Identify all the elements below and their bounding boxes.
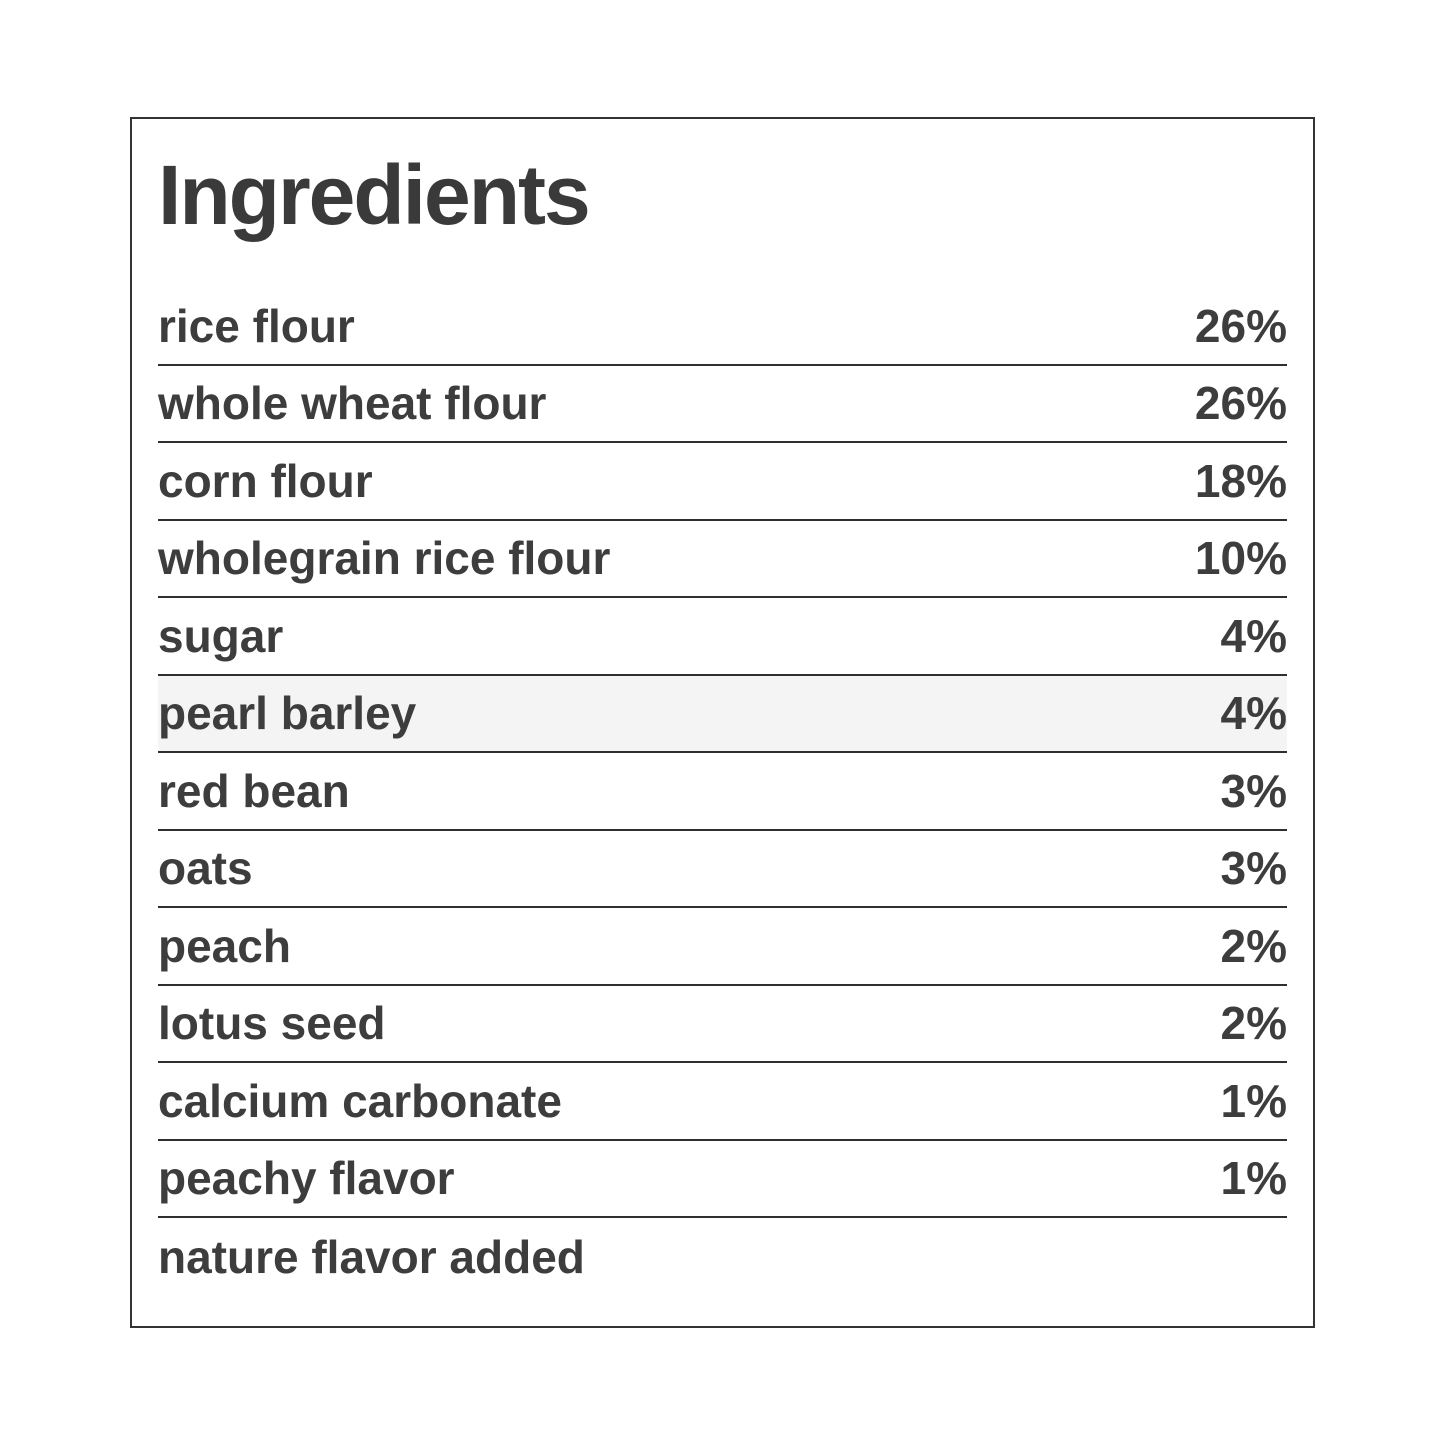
- ingredient-name: wholegrain rice flour: [158, 532, 611, 585]
- ingredient-name: lotus seed: [158, 997, 386, 1050]
- ingredient-percent: 1%: [1220, 1152, 1287, 1205]
- ingredient-name: peach: [158, 919, 291, 972]
- ingredient-row[interactable]: wholegrain rice flour 10%: [158, 521, 1287, 598]
- ingredient-row[interactable]: peachy flavor 1%: [158, 1141, 1287, 1218]
- ingredient-row[interactable]: nature flavor added: [158, 1218, 1287, 1296]
- ingredient-name: rice flour: [158, 299, 355, 352]
- ingredient-name: oats: [158, 842, 253, 895]
- ingredient-name: whole wheat flour: [158, 377, 547, 430]
- ingredient-name: nature flavor added: [158, 1230, 585, 1283]
- ingredient-percent: 26%: [1194, 377, 1287, 430]
- ingredient-row[interactable]: rice flour 26%: [158, 288, 1287, 366]
- ingredient-percent: 10%: [1194, 532, 1287, 585]
- ingredient-name: peachy flavor: [158, 1152, 455, 1205]
- ingredient-percent: 2%: [1220, 997, 1287, 1050]
- ingredient-row[interactable]: peach 2%: [158, 908, 1287, 986]
- ingredient-percent: 3%: [1220, 842, 1287, 895]
- ingredient-row[interactable]: whole wheat flour 26%: [158, 366, 1287, 443]
- ingredient-row[interactable]: corn flour 18%: [158, 443, 1287, 521]
- ingredient-percent: 4%: [1220, 687, 1287, 740]
- ingredient-name: pearl barley: [158, 687, 417, 740]
- ingredient-row[interactable]: sugar 4%: [158, 598, 1287, 676]
- ingredient-row[interactable]: oats 3%: [158, 831, 1287, 908]
- ingredients-table: rice flour 26% whole wheat flour 26% cor…: [158, 288, 1287, 1296]
- ingredients-card: Ingredients rice flour 26% whole wheat f…: [130, 117, 1315, 1328]
- ingredient-percent: 18%: [1194, 454, 1287, 507]
- ingredient-row[interactable]: pearl barley 4%: [158, 675, 1287, 753]
- ingredient-row[interactable]: red bean 3%: [158, 753, 1287, 831]
- ingredient-name: corn flour: [158, 454, 373, 507]
- ingredient-name: calcium carbonate: [158, 1074, 562, 1127]
- ingredient-percent: 1%: [1220, 1074, 1287, 1127]
- ingredient-name: red bean: [158, 764, 350, 817]
- ingredient-name: sugar: [158, 609, 284, 662]
- ingredient-percent: 2%: [1220, 919, 1287, 972]
- page-title: Ingredients: [158, 148, 591, 242]
- ingredient-percent: 3%: [1220, 764, 1287, 817]
- ingredient-row[interactable]: lotus seed 2%: [158, 986, 1287, 1063]
- ingredient-percent: 26%: [1194, 299, 1287, 352]
- ingredient-percent: 4%: [1220, 609, 1287, 662]
- ingredient-row[interactable]: calcium carbonate 1%: [158, 1063, 1287, 1141]
